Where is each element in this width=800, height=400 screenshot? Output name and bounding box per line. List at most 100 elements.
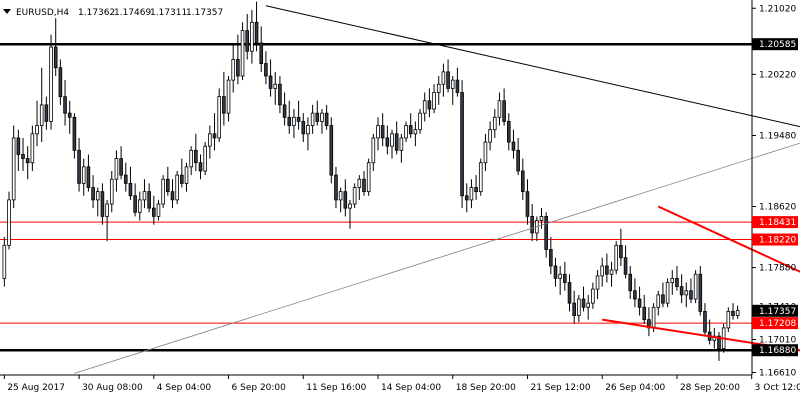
candle[interactable]: [105, 199, 109, 242]
candle[interactable]: [81, 158, 86, 196]
candle[interactable]: [58, 59, 63, 105]
candle[interactable]: [642, 294, 647, 324]
candle[interactable]: [609, 261, 614, 287]
candle[interactable]: [605, 253, 609, 283]
candle[interactable]: [245, 14, 250, 60]
candle[interactable]: [180, 158, 184, 188]
candle[interactable]: [217, 88, 221, 143]
candle[interactable]: [254, 1, 259, 52]
candle[interactable]: [343, 179, 348, 217]
candle[interactable]: [268, 59, 273, 97]
candle[interactable]: [137, 191, 142, 221]
candle[interactable]: [222, 71, 226, 126]
candle[interactable]: [497, 92, 502, 126]
candle[interactable]: [198, 154, 203, 180]
candle[interactable]: [717, 332, 721, 361]
candle[interactable]: [123, 162, 128, 192]
candle[interactable]: [394, 121, 399, 155]
candle[interactable]: [693, 270, 698, 304]
candle[interactable]: [376, 117, 380, 151]
candle[interactable]: [240, 22, 245, 81]
candle[interactable]: [469, 179, 474, 209]
candle[interactable]: [427, 88, 432, 118]
candle[interactable]: [614, 241, 619, 275]
candle[interactable]: [385, 125, 390, 155]
candle[interactable]: [530, 204, 534, 242]
candle[interactable]: [338, 187, 343, 213]
candle[interactable]: [49, 34, 53, 130]
candle[interactable]: [109, 170, 114, 213]
candle[interactable]: [679, 274, 684, 304]
candle[interactable]: [100, 183, 105, 225]
candle[interactable]: [259, 26, 264, 72]
candle[interactable]: [35, 100, 39, 147]
candle[interactable]: [628, 265, 633, 300]
candle[interactable]: [521, 158, 525, 200]
candle[interactable]: [310, 104, 315, 134]
candle[interactable]: [147, 183, 151, 213]
candle[interactable]: [408, 113, 413, 138]
candle[interactable]: [348, 199, 352, 229]
candle[interactable]: [128, 166, 133, 200]
candle[interactable]: [492, 109, 497, 138]
candle[interactable]: [11, 125, 16, 209]
candle[interactable]: [544, 212, 548, 258]
candle[interactable]: [301, 113, 306, 143]
candles-layer[interactable]: [2, 1, 740, 361]
candle[interactable]: [665, 278, 670, 308]
candle[interactable]: [53, 18, 58, 76]
candle[interactable]: [399, 133, 404, 163]
candle[interactable]: [16, 129, 21, 171]
candle[interactable]: [170, 179, 175, 209]
candle[interactable]: [7, 191, 11, 250]
candle[interactable]: [21, 137, 25, 171]
candle[interactable]: [432, 84, 436, 114]
candle[interactable]: [362, 170, 366, 196]
candle[interactable]: [633, 278, 637, 308]
candle[interactable]: [511, 129, 516, 159]
candle[interactable]: [735, 305, 740, 319]
candle[interactable]: [231, 42, 236, 93]
candle[interactable]: [366, 158, 371, 196]
candle[interactable]: [91, 175, 95, 209]
candle[interactable]: [77, 137, 81, 192]
candle[interactable]: [67, 100, 72, 134]
candle[interactable]: [446, 59, 450, 93]
candle[interactable]: [483, 133, 488, 171]
candle[interactable]: [2, 237, 7, 287]
candle[interactable]: [418, 109, 422, 134]
candle[interactable]: [698, 265, 703, 316]
candle[interactable]: [324, 104, 329, 130]
trend-layer[interactable]: [74, 5, 800, 374]
candle[interactable]: [703, 303, 707, 337]
candle[interactable]: [380, 113, 385, 147]
candle[interactable]: [670, 270, 675, 295]
candle[interactable]: [422, 92, 427, 122]
candle[interactable]: [563, 261, 567, 291]
candle[interactable]: [30, 125, 35, 171]
candle[interactable]: [296, 100, 301, 130]
trendline-1[interactable]: [265, 5, 800, 142]
candle[interactable]: [39, 67, 44, 143]
candle[interactable]: [506, 113, 511, 151]
candle[interactable]: [567, 274, 572, 312]
candle[interactable]: [661, 282, 665, 308]
candle[interactable]: [282, 92, 287, 126]
candle[interactable]: [502, 88, 506, 126]
candle[interactable]: [689, 278, 693, 304]
candle[interactable]: [357, 175, 362, 200]
candle[interactable]: [684, 282, 689, 308]
candle[interactable]: [226, 75, 231, 122]
candle[interactable]: [320, 109, 324, 134]
candle[interactable]: [95, 187, 100, 217]
candle[interactable]: [455, 67, 460, 97]
candle[interactable]: [464, 183, 469, 213]
candle[interactable]: [675, 265, 679, 291]
candle[interactable]: [726, 307, 731, 333]
candle[interactable]: [553, 257, 558, 287]
candle[interactable]: [287, 100, 292, 134]
candle[interactable]: [133, 183, 137, 217]
candle[interactable]: [194, 133, 198, 171]
candle[interactable]: [264, 51, 268, 85]
candle[interactable]: [586, 294, 590, 320]
